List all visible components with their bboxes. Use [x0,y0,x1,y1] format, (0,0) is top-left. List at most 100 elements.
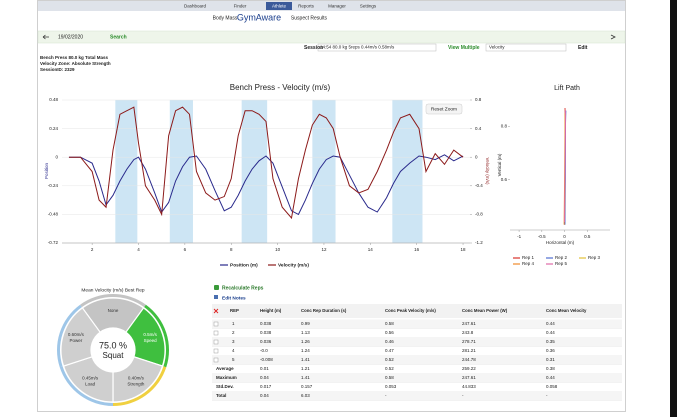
y2-tick-label: 0.4 [475,126,482,131]
table-cell: 0.56 [385,330,394,335]
table-cell: 0.038 [260,330,272,335]
row-bg [212,337,622,347]
gauge-center-value: 75.0 % [99,340,127,350]
row-checkbox[interactable] [213,330,219,336]
legend-label[interactable]: Position (m) [230,262,258,268]
y-tick-label: -0.48 [48,212,59,217]
legend-label[interactable]: Rep 3 [588,255,601,260]
reset-zoom-bg[interactable] [425,103,463,115]
table-cell: 0.58 [385,375,394,380]
button-icon[interactable] [214,285,219,290]
segment-name: Speed [144,338,158,343]
reset-zoom[interactable]: Reset Zoom [431,106,457,112]
table-cell: 0.47 [385,348,394,353]
session-value[interactable]: 14:54 80.0 kg 5reps 0.44m/s 0.58m/s [320,45,395,50]
legend-label[interactable]: Velocity (m/s) [278,262,309,268]
table-cell: 0.52 [385,366,394,371]
table-cell: Average [216,366,234,371]
legend-label[interactable]: Rep 1 [522,255,535,260]
metric-select[interactable] [485,43,567,52]
table-cell: - [546,393,548,398]
table-cell: 1.13 [301,330,310,335]
x-axis-label: Horizontal (m) [546,240,575,245]
y-tick-label: -0.72 [48,240,59,245]
x-tick-label: 14 [368,247,374,252]
rep-band [169,100,193,243]
nav-tab[interactable]: Settings [360,4,377,9]
table-cell: 0.157 [301,384,313,389]
subnav-link[interactable]: Body Mass [213,15,238,21]
forward-icon[interactable] [610,34,616,40]
metric-value[interactable]: Velocity [489,45,505,50]
search-button[interactable]: Search [110,34,127,40]
nav-tab[interactable]: Dashboard [184,4,207,9]
table-cell: 0.058 [546,384,558,389]
y-tick-label: 0.6 [501,177,508,182]
nav-tab[interactable]: Manager [328,4,346,9]
rep-band [312,100,336,243]
row-checkbox[interactable] [213,357,219,363]
gauge-segment[interactable] [60,307,101,367]
legend-label[interactable]: Rep 2 [555,255,568,260]
x-tick-label: 4 [137,247,140,252]
nav-tab[interactable]: Reports [298,4,315,9]
rep-path [564,110,566,223]
table-header: REP [230,308,239,313]
brand: GymAware [237,12,281,22]
segment-value: None [108,308,119,313]
x-tick-label: -0.5 [538,234,546,239]
y2-tick-label: -1.2 [475,240,483,245]
legend-label[interactable]: Rep 5 [555,261,568,266]
table-cell: - [385,393,387,398]
session-info: SessionID: 2329 [40,67,75,72]
edit-notes-button[interactable]: Edit Notes [222,295,246,301]
table-cell: 0.52 [385,357,394,362]
row-bg [212,319,622,329]
segment-name: Power [70,338,83,343]
series-line [68,106,464,220]
chart-title: Bench Press - Velocity (m/s) [230,83,331,92]
series-line [68,154,464,216]
gauge-ring [113,366,167,406]
table-cell: 0.04 [260,393,269,398]
segment-value: 0.5m/s [143,332,157,337]
x-tick-label: 0 [563,234,566,239]
back-icon[interactable] [42,34,49,40]
table-cell: 1.41 [301,357,310,362]
legend-label[interactable]: Rep 4 [522,261,535,266]
row-checkbox[interactable] [213,339,219,345]
session-select[interactable] [317,43,437,52]
x-tick-label: 2 [91,247,94,252]
table-cell: 247.61 [462,321,476,326]
table-cell: 1.21 [301,366,310,371]
table-cell: 2 [232,330,235,335]
date[interactable]: 19/02/2020 [58,34,83,40]
table-cell: Total [216,393,226,398]
recalculate-button[interactable]: Recalculate Reps [222,285,264,291]
subnav-link[interactable]: Suspect Results [291,15,328,21]
table-cell: 0.053 [385,384,397,389]
y-tick-label: 0.8 [501,124,508,129]
nav-tab[interactable]: Finder [234,4,247,9]
row-checkbox[interactable] [213,348,219,354]
table-cell: 247.61 [462,375,476,380]
delete-icon[interactable] [213,308,219,314]
nav-tab[interactable]: Athlete [272,4,287,9]
view-multiple[interactable]: View Multiple [448,45,480,51]
edit-button[interactable]: Edit [578,45,588,51]
row-checkbox[interactable] [213,321,219,327]
segment-name: Strength [127,382,145,387]
table-header: Height (m) [260,308,282,313]
table-header: Conc Peak Velocity (m/s) [385,308,436,313]
table-header: Conc Rep Duration (s) [301,308,347,313]
table-header-bg [212,304,622,318]
table-cell: Std.Dev. [216,384,234,389]
table-cell: 0.038 [260,321,272,326]
row-bg [212,355,622,365]
gauge-ring [56,304,82,368]
button-icon[interactable] [214,295,218,299]
table-cell: - [462,393,464,398]
x-tick-label: 12 [321,247,327,252]
table-cell: 5 [232,357,235,362]
gauge-ring [59,366,113,406]
